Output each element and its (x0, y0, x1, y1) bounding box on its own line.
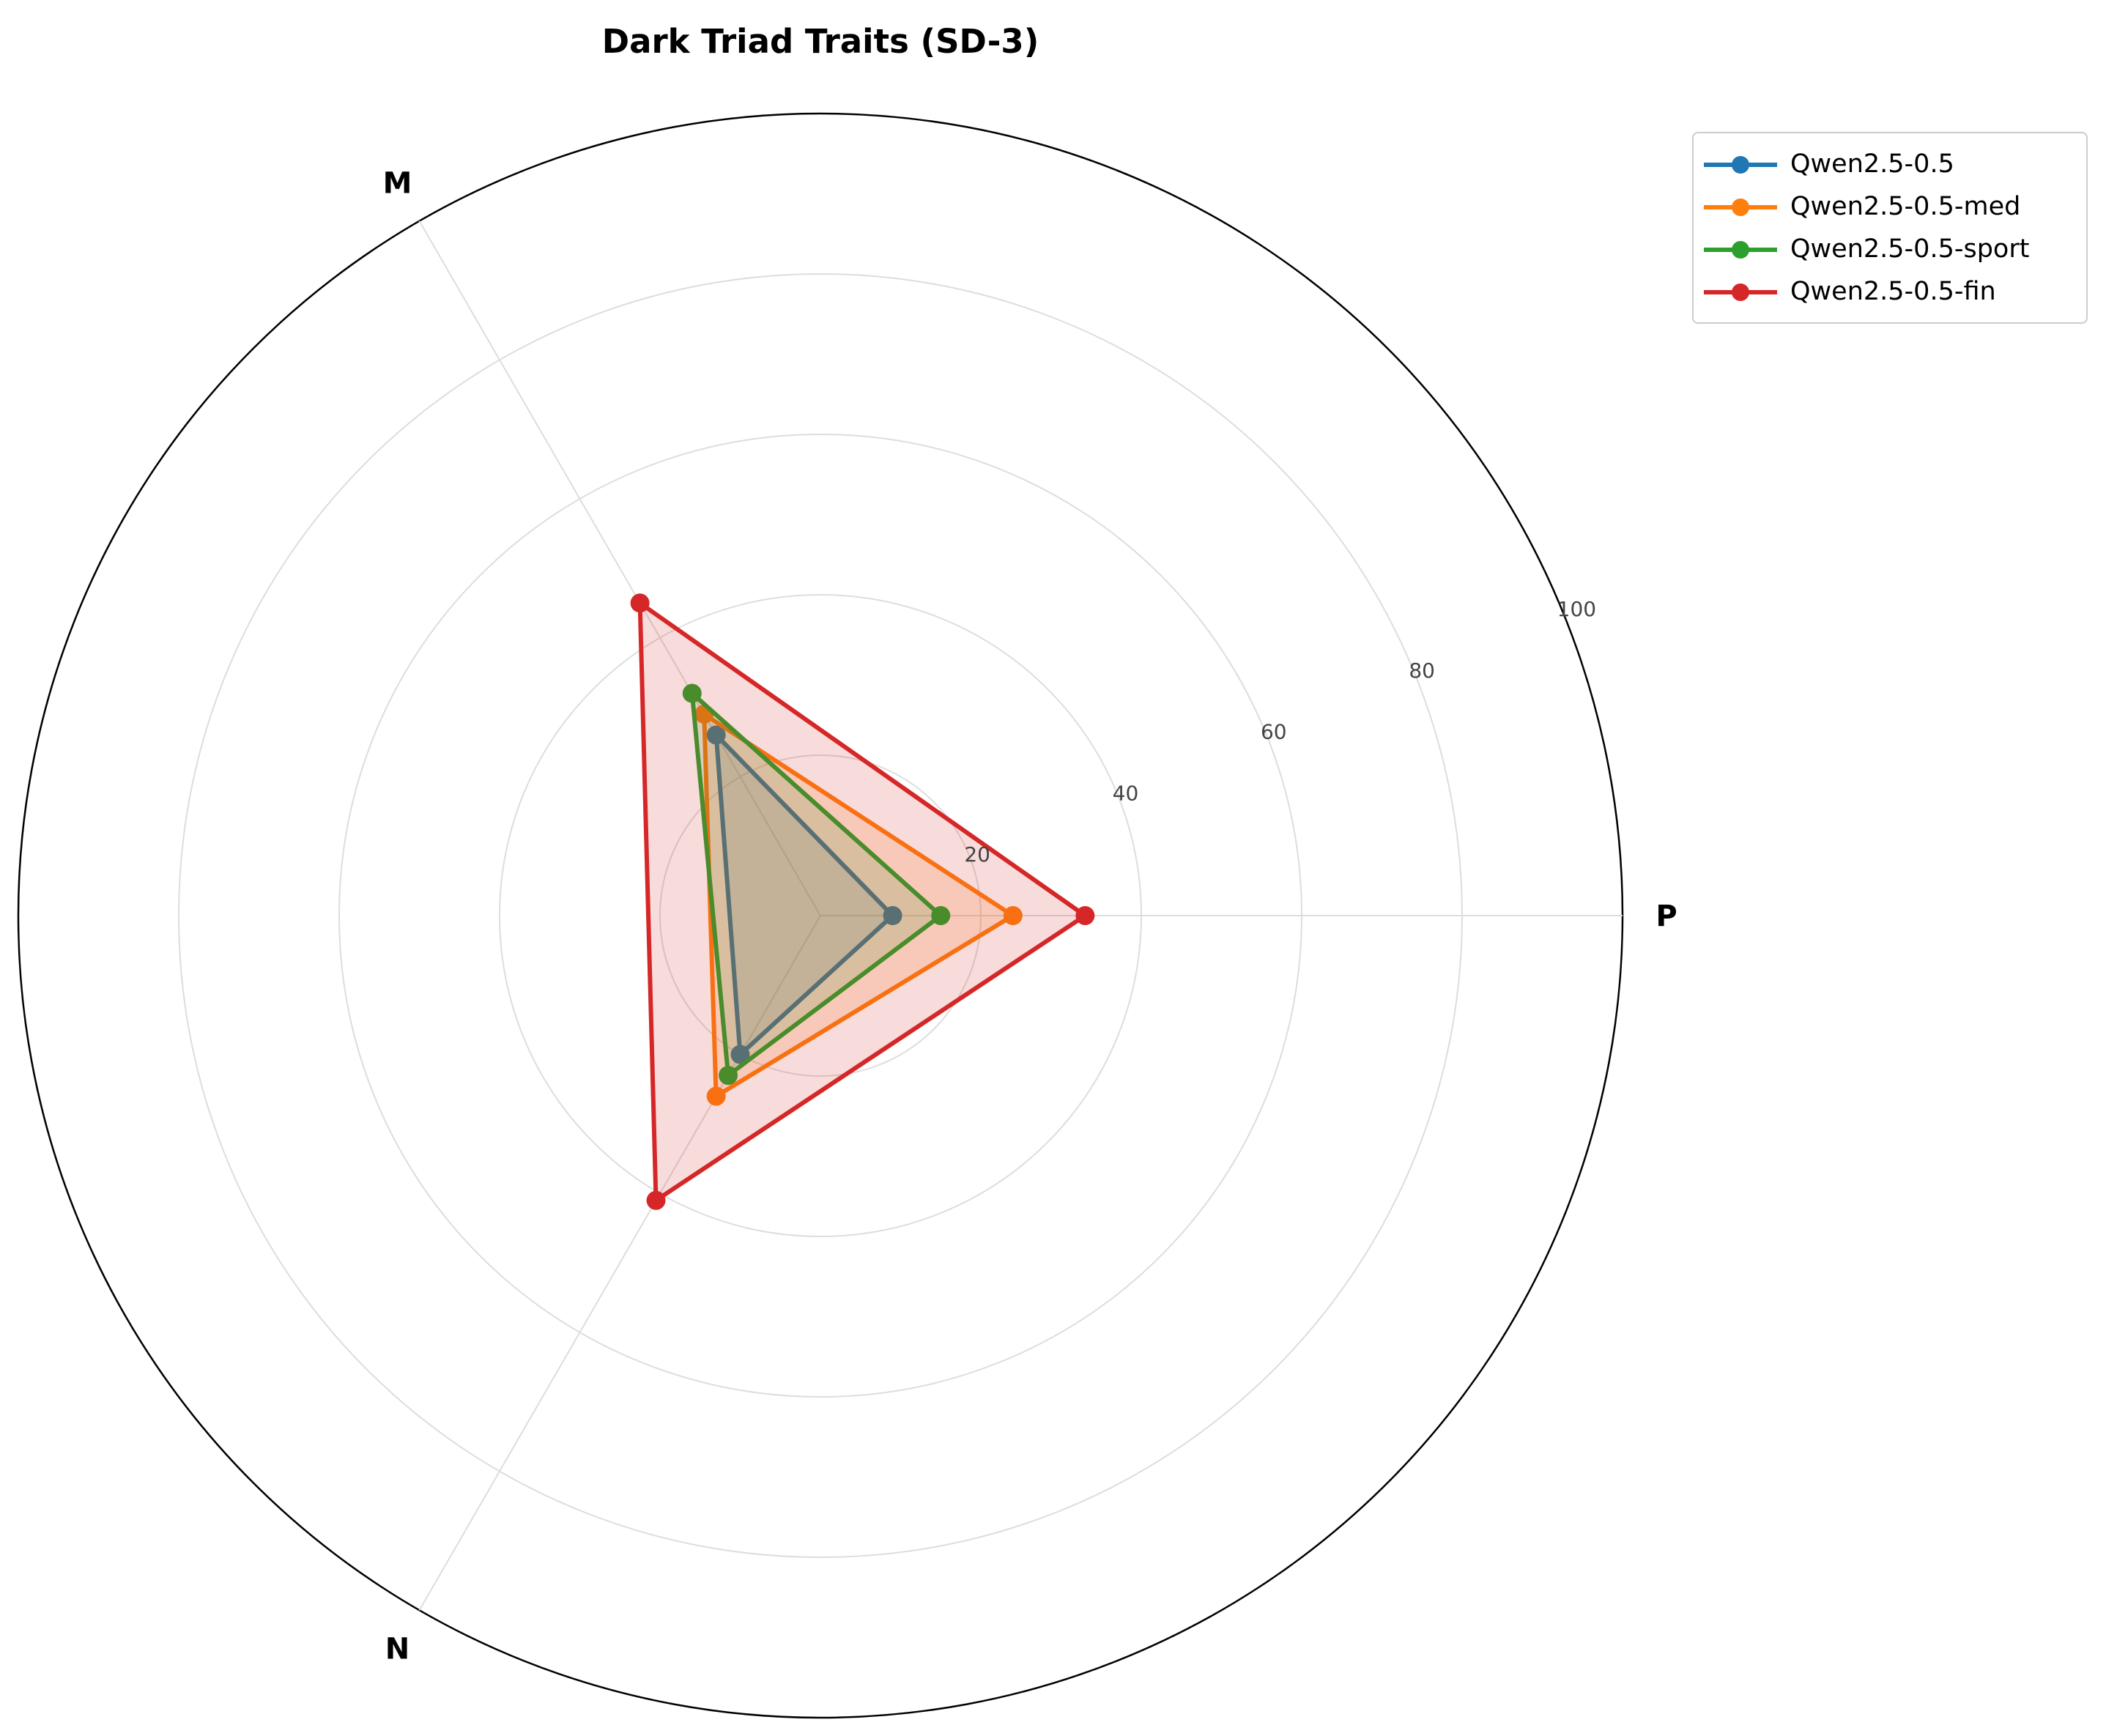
r-tick-label: 60 (1261, 720, 1287, 744)
data-point (1003, 906, 1023, 925)
series-line (713, 732, 895, 1057)
legend: Qwen2.5-0.5 Qwen2.5-0.5-med Qwen2.5-0.5-sp… (1692, 132, 2088, 324)
data-point (706, 1086, 726, 1106)
series-fill (704, 714, 1013, 1097)
chart-title: Dark Triad Traits (SD-3) (602, 22, 1039, 61)
axis-label-p: P (1655, 899, 1677, 933)
data-point (706, 725, 726, 745)
series-line (637, 601, 1088, 1203)
legend-swatch (1704, 186, 1777, 227)
data-point (682, 683, 702, 703)
legend-label: Qwen2.5-0.5-sport (1790, 234, 2030, 264)
legend-swatch (1704, 271, 1777, 312)
legend-item: Qwen2.5-0.5-fin (1694, 271, 2086, 312)
legend-label: Qwen2.5-0.5 (1790, 149, 1954, 179)
radar-grid (17, 112, 1624, 1719)
series-fill (716, 735, 893, 1055)
data-point (931, 906, 951, 925)
r-tick-label: 40 (1113, 781, 1139, 805)
data-point (730, 1045, 750, 1064)
r-tick-label: 80 (1409, 659, 1435, 683)
series-line (689, 691, 943, 1078)
legend-label: Qwen2.5-0.5-med (1790, 192, 2021, 221)
legend-swatch (1704, 144, 1777, 185)
axis-label-m: M (383, 167, 412, 201)
legend-item: Qwen2.5-0.5 (1694, 144, 2086, 185)
spoke-n (418, 915, 821, 1611)
r-tick-label: 20 (964, 842, 990, 867)
data-point (646, 1190, 666, 1210)
axis-label-n: N (385, 1632, 409, 1666)
spoke-m (418, 220, 821, 916)
radar-series (630, 593, 1095, 1210)
legend-item: Qwen2.5-0.5-sport (1694, 229, 2086, 270)
series-fill (639, 603, 1086, 1201)
data-point (883, 906, 902, 925)
r-tick-label: 100 (1557, 597, 1596, 621)
series-fill (692, 693, 941, 1076)
radar-labels: 20 40 60 80 100 P M N (383, 167, 1677, 1666)
legend-label: Qwen2.5-0.5-fin (1790, 277, 1996, 306)
data-point (719, 1066, 738, 1086)
legend-swatch (1704, 229, 1777, 270)
data-point (630, 593, 650, 613)
legend-item: Qwen2.5-0.5-med (1694, 186, 2086, 227)
data-point (1075, 906, 1095, 925)
